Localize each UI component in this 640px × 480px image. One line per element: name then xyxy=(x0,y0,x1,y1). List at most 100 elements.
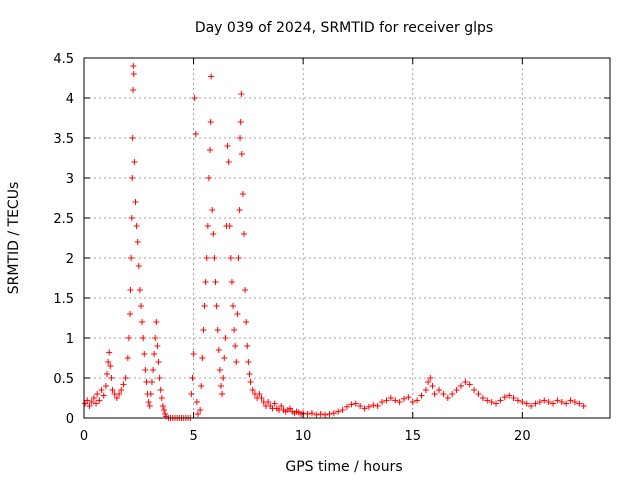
data-point xyxy=(444,395,451,401)
y-tick-label: 3 xyxy=(66,172,74,187)
data-point xyxy=(130,71,137,77)
data-point xyxy=(308,410,315,417)
data-point xyxy=(221,355,228,361)
data-point xyxy=(541,397,548,404)
data-point xyxy=(132,199,139,205)
axis-ticks: 0 0.5 1 1.5 2 2.5 3 3.5 4 4.5 0 5 10 15 20 xyxy=(53,52,610,444)
y-tick-label: 3.5 xyxy=(53,132,74,147)
data-point xyxy=(558,399,565,405)
data-point xyxy=(405,394,412,401)
data-point xyxy=(105,359,112,365)
data-point xyxy=(156,375,163,381)
data-point xyxy=(209,207,216,213)
y-axis-label: SRMTID / TECUs xyxy=(6,182,22,295)
data-point xyxy=(158,395,165,401)
data-point xyxy=(216,367,223,373)
y-tick-label: 0.5 xyxy=(53,372,74,387)
data-point xyxy=(519,399,526,405)
data-point xyxy=(148,379,155,385)
data-point xyxy=(475,391,482,397)
data-point xyxy=(449,391,456,397)
data-point xyxy=(237,135,244,141)
data-point xyxy=(201,303,208,309)
data-point xyxy=(199,355,206,361)
data-point xyxy=(230,303,237,309)
data-point xyxy=(501,394,508,401)
y-tick-label: 1 xyxy=(66,332,74,347)
data-point xyxy=(429,383,436,389)
y-tick-label: 2.5 xyxy=(53,212,74,227)
data-point xyxy=(317,411,324,417)
data-point xyxy=(107,363,114,369)
data-point xyxy=(370,402,377,409)
data-point xyxy=(348,401,355,408)
data-point xyxy=(131,159,138,165)
data-point xyxy=(222,335,229,341)
data-point xyxy=(563,400,570,407)
data-point xyxy=(440,391,447,397)
data-point xyxy=(108,375,115,381)
data-point xyxy=(88,399,95,405)
data-point xyxy=(466,381,473,388)
data-point xyxy=(249,387,256,393)
data-point xyxy=(217,383,224,389)
data-point xyxy=(514,397,521,404)
data-point xyxy=(479,395,486,401)
data-point xyxy=(462,379,469,385)
data-point xyxy=(200,327,207,333)
data-point xyxy=(256,391,263,397)
y-tick-label: 1.5 xyxy=(53,292,74,307)
data-point xyxy=(330,410,337,417)
data-point xyxy=(409,399,416,405)
data-point xyxy=(326,411,333,417)
data-point xyxy=(227,255,234,261)
data-point xyxy=(392,397,399,404)
data-point xyxy=(304,411,311,417)
data-points xyxy=(82,63,587,421)
data-point xyxy=(550,400,557,407)
data-point xyxy=(213,303,220,309)
data-point xyxy=(198,383,205,389)
data-point xyxy=(240,231,247,237)
data-point xyxy=(383,397,390,404)
data-point xyxy=(141,351,148,357)
data-point xyxy=(396,399,403,405)
data-point xyxy=(147,391,154,397)
data-point xyxy=(157,387,164,393)
data-point xyxy=(211,255,218,261)
data-point xyxy=(242,287,249,293)
data-point xyxy=(571,399,578,405)
data-point xyxy=(243,319,250,325)
data-point xyxy=(129,135,136,141)
data-point xyxy=(576,400,583,407)
data-point xyxy=(210,231,217,237)
data-point xyxy=(245,359,252,365)
data-point xyxy=(425,379,432,385)
data-point xyxy=(322,411,329,418)
data-point xyxy=(418,392,425,399)
x-tick-label: 20 xyxy=(514,429,531,444)
data-point xyxy=(235,255,242,261)
data-point xyxy=(246,371,253,377)
data-point xyxy=(134,239,141,245)
data-point xyxy=(137,303,144,309)
data-point xyxy=(153,319,160,325)
data-point xyxy=(215,347,222,353)
data-point xyxy=(116,391,123,397)
data-point xyxy=(580,403,587,409)
data-point xyxy=(90,395,97,401)
data-point xyxy=(128,255,135,261)
data-point xyxy=(127,311,134,317)
data-point xyxy=(220,375,227,381)
data-point xyxy=(228,279,235,285)
data-point xyxy=(109,387,116,393)
data-point xyxy=(471,387,478,393)
data-point xyxy=(188,391,195,397)
data-point xyxy=(457,383,464,389)
data-point xyxy=(528,403,535,409)
data-point xyxy=(231,327,238,333)
data-point xyxy=(436,387,443,393)
data-point xyxy=(86,403,93,409)
data-point xyxy=(214,327,221,333)
